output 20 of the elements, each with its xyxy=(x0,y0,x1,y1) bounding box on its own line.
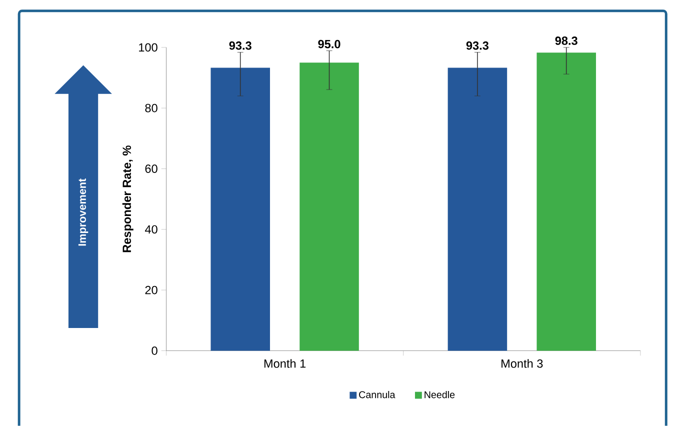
y-tick-label: 40 xyxy=(144,225,158,234)
y-tick-label: 20 xyxy=(145,286,158,294)
bar xyxy=(300,62,359,351)
y-axis-title: Responder Rate, % xyxy=(122,146,134,252)
text: Improvement xyxy=(78,178,88,246)
y-tick-label: 80 xyxy=(145,104,158,112)
bar xyxy=(210,68,270,351)
legend-label: Needle xyxy=(424,391,455,398)
y-tick-label: 60 xyxy=(145,164,158,174)
data-label: 93.3 xyxy=(229,42,252,50)
bar xyxy=(448,68,508,351)
data-label: 98.3 xyxy=(555,36,578,46)
bar xyxy=(536,52,596,351)
data-label: 93.3 xyxy=(466,42,489,50)
x-tick-label: Month 1 xyxy=(264,359,306,368)
y-tick-label: 0 xyxy=(152,346,158,355)
x-tick-label: Month 3 xyxy=(502,359,543,368)
legend-label: Cannula xyxy=(359,391,396,398)
y-tick-label: 100 xyxy=(139,43,158,52)
data-label: 95.0 xyxy=(318,40,340,48)
